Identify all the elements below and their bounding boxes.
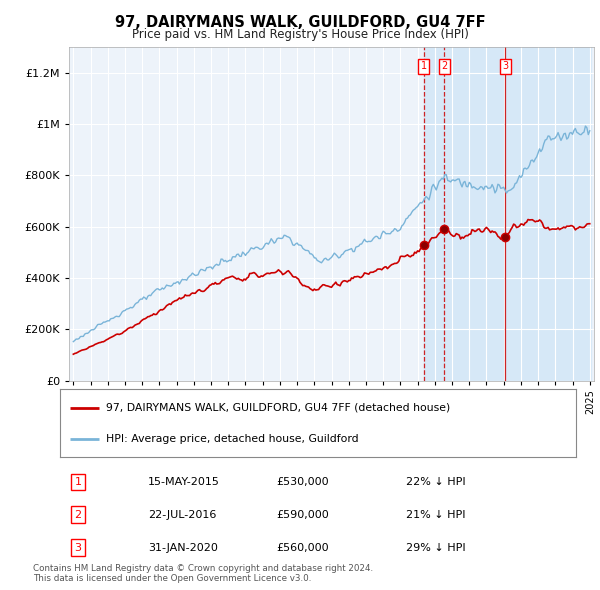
Text: 97, DAIRYMANS WALK, GUILDFORD, GU4 7FF (detached house): 97, DAIRYMANS WALK, GUILDFORD, GU4 7FF (… xyxy=(106,403,451,413)
Text: £560,000: £560,000 xyxy=(277,543,329,552)
Bar xyxy=(424,47,591,381)
Text: £590,000: £590,000 xyxy=(277,510,329,520)
Text: £530,000: £530,000 xyxy=(277,477,329,487)
Text: 1: 1 xyxy=(74,477,82,487)
Text: 22-JUL-2016: 22-JUL-2016 xyxy=(148,510,216,520)
Text: 29% ↓ HPI: 29% ↓ HPI xyxy=(406,543,466,552)
Text: 1: 1 xyxy=(421,61,427,71)
Text: 97, DAIRYMANS WALK, GUILDFORD, GU4 7FF: 97, DAIRYMANS WALK, GUILDFORD, GU4 7FF xyxy=(115,15,485,30)
Text: 22% ↓ HPI: 22% ↓ HPI xyxy=(406,477,466,487)
Text: 15-MAY-2015: 15-MAY-2015 xyxy=(148,477,220,487)
Text: 31-JAN-2020: 31-JAN-2020 xyxy=(148,543,218,552)
Text: HPI: Average price, detached house, Guildford: HPI: Average price, detached house, Guil… xyxy=(106,434,359,444)
Text: Price paid vs. HM Land Registry's House Price Index (HPI): Price paid vs. HM Land Registry's House … xyxy=(131,28,469,41)
Text: Contains HM Land Registry data © Crown copyright and database right 2024.
This d: Contains HM Land Registry data © Crown c… xyxy=(33,563,373,583)
Text: 2: 2 xyxy=(441,61,448,71)
Text: 3: 3 xyxy=(502,61,508,71)
Text: 21% ↓ HPI: 21% ↓ HPI xyxy=(406,510,465,520)
Text: 3: 3 xyxy=(74,543,82,552)
Text: 2: 2 xyxy=(74,510,82,520)
